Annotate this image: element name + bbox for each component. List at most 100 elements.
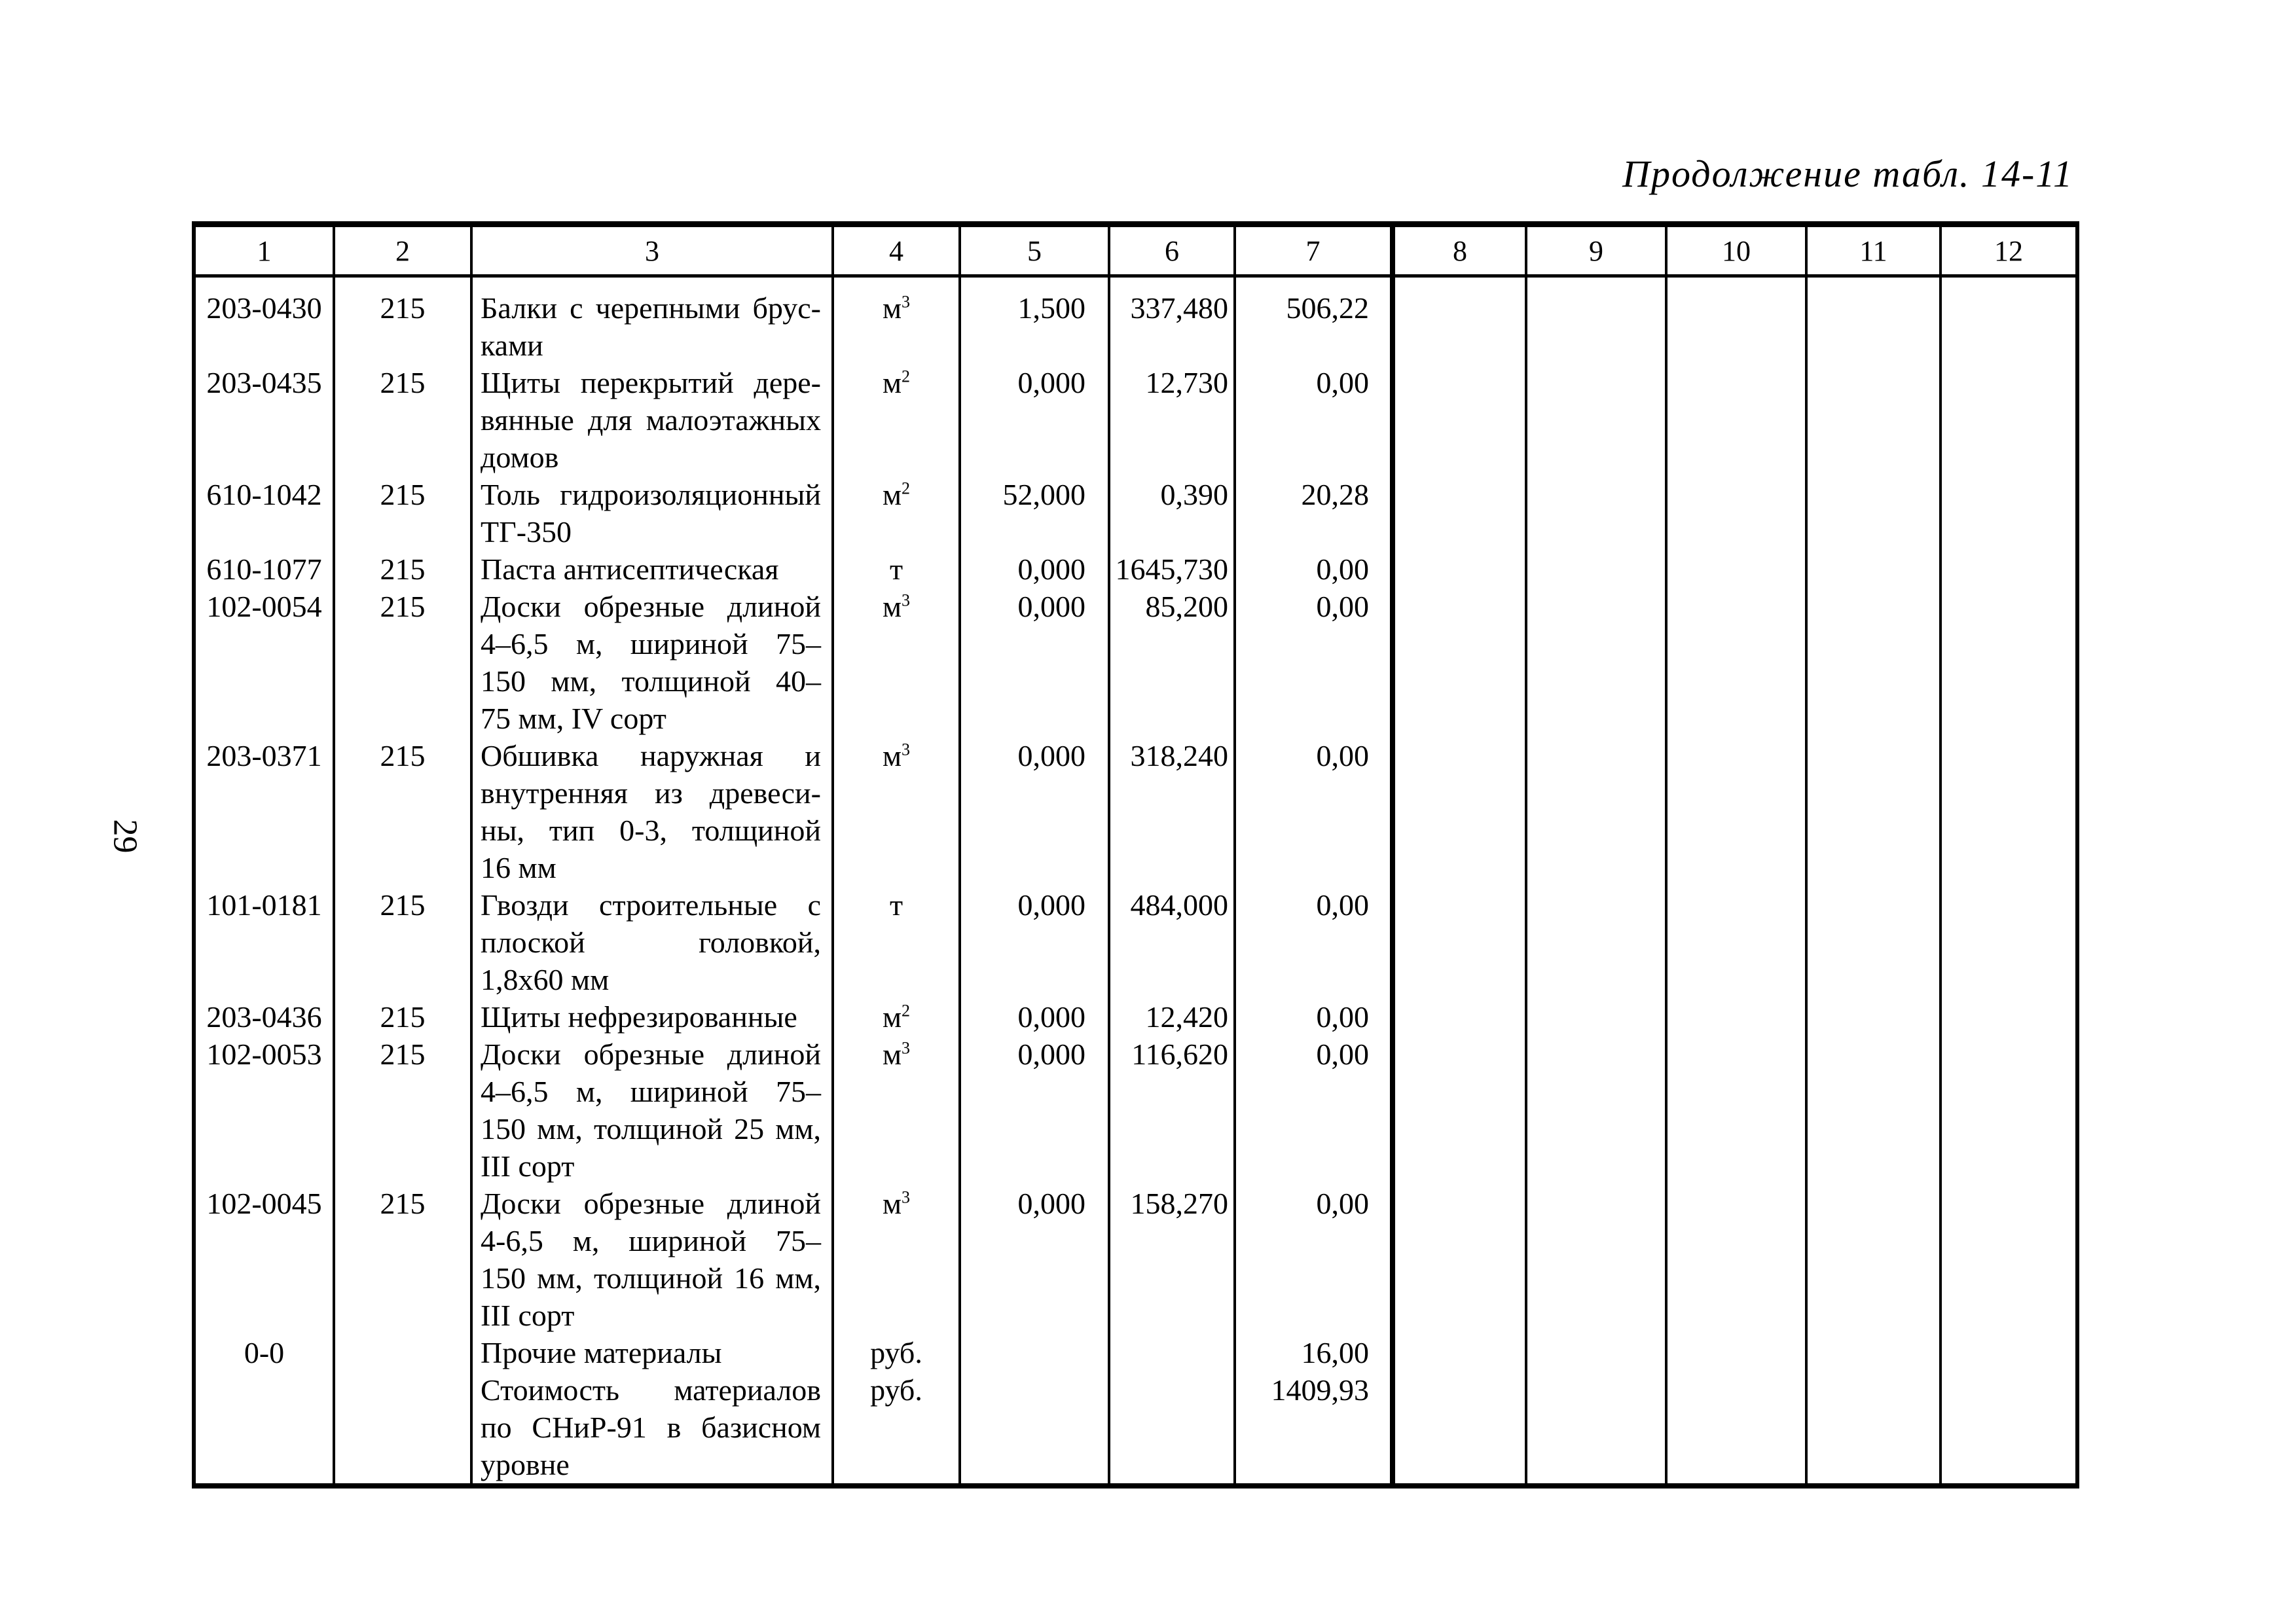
empty-cell [1390,1483,1527,1486]
column-header-4: 4 [831,224,961,278]
unit-cell: м3 [831,588,961,737]
price-cell: 12,730 [1108,364,1236,476]
empty-cell [1525,998,1667,1036]
column-header-10: 10 [1665,224,1808,278]
unit-exponent: 3 [902,740,911,759]
empty-cell [1525,588,1667,737]
material-code: 610-1042 [192,476,335,550]
name-line: Балки с черепными брус- [481,291,821,325]
empty-cell [1525,1483,1667,1486]
material-code: 0-0 [192,1334,335,1483]
material-name: Обшивка наружная и внутренняя из древеси… [470,737,834,886]
group-code [333,1334,473,1483]
empty-cell [1525,550,1667,588]
table-row: 102-0045 215 Доски обрезные длиной 4-6,5… [192,1185,2079,1334]
unit-exponent: 2 [902,1001,911,1020]
empty-cell [333,1483,473,1486]
empty-cell [1939,476,2079,550]
price-cell: 484,000 [1108,886,1236,998]
unit: т [889,552,903,586]
materials-table-wrap: 1 2 3 4 5 6 7 8 9 10 11 12 203-0430 2 [192,221,2079,1489]
total-cell: 0,00 [1233,588,1394,737]
table-row: 102-0054 215 Доски обрезные длиной 4–6,5… [192,588,2079,737]
empty-cell [1525,276,1667,364]
empty-cell [1805,737,1942,886]
empty-cell [1939,364,2079,476]
unit-cell: руб. руб. [831,1334,961,1483]
quantity-cell: 0,000 [958,998,1110,1036]
total-line: 16,00 [1301,1336,1370,1369]
empty-cell [1665,476,1808,550]
empty-cell [1665,737,1808,886]
empty-cell [1665,588,1808,737]
unit: м [882,366,902,399]
name-line: 4-6,5 м, шириной 75– [481,1224,821,1257]
empty-cell [1939,1036,2079,1185]
unit-exponent: 2 [902,478,911,498]
material-code: 203-0371 [192,737,335,886]
column-header-6: 6 [1108,224,1236,278]
unit: м [882,1000,902,1034]
material-code: 102-0045 [192,1185,335,1334]
empty-cell [1805,476,1942,550]
name-line: Щиты перекрытий дере- [481,366,821,399]
empty-cell [1665,276,1808,364]
unit: м [882,590,902,623]
price-cell: 337,480 [1108,276,1236,364]
name-line: по СНиР-91 в базисном [481,1411,821,1444]
table-row: 203-0435 215 Щиты перекрытий дере- вянны… [192,364,2079,476]
unit: м [882,291,902,325]
name-line: 150 мм, толщиной 40– [481,664,821,698]
total-line: 1409,93 [1271,1373,1370,1407]
total-cell: 0,00 [1233,886,1394,998]
empty-cell [1390,1185,1527,1334]
empty-cell [1525,737,1667,886]
empty-cell [1805,1036,1942,1185]
empty-cell [1525,886,1667,998]
material-code: 102-0054 [192,588,335,737]
empty-cell [1805,1483,1942,1486]
empty-cell [1805,276,1942,364]
unit-cell: т [831,886,961,998]
empty-cell [1939,1483,2079,1486]
material-code: 101-0181 [192,886,335,998]
unit-exponent: 3 [902,1038,911,1058]
material-name: Гвозди строительные с плоской головкой, … [470,886,834,998]
column-header-11: 11 [1805,224,1942,278]
unit-cell: м3 [831,1036,961,1185]
column-header-7: 7 [1233,224,1394,278]
empty-cell [958,1483,1110,1486]
material-name: Балки с черепными брус- ками [470,276,834,364]
name-line: вянные для малоэтажных [481,403,821,437]
column-header-2: 2 [333,224,473,278]
quantity-cell [958,1334,1110,1483]
price-cell: 0,390 [1108,476,1236,550]
price-cell: 318,240 [1108,737,1236,886]
price-cell [1108,1334,1236,1483]
empty-cell [1525,1334,1667,1483]
material-name: Щиты нефрезированные [470,998,834,1036]
quantity-cell: 52,000 [958,476,1110,550]
empty-cell [1390,588,1527,737]
group-code: 215 [333,886,473,998]
unit-line: руб. [870,1336,922,1369]
column-header-5: 5 [958,224,1110,278]
unit-exponent: 3 [902,590,911,610]
name-line: Доски обрезные длиной [481,1187,821,1220]
header-row: 1 2 3 4 5 6 7 8 9 10 11 12 [192,224,2079,278]
empty-cell [1525,1036,1667,1185]
empty-cell [1525,476,1667,550]
quantity-cell: 0,000 [958,1036,1110,1185]
empty-cell [192,1483,335,1486]
total-cell: 0,00 [1233,550,1394,588]
group-code: 215 [333,276,473,364]
empty-cell [1665,550,1808,588]
empty-cell [1665,998,1808,1036]
total-cell: 20,28 [1233,476,1394,550]
empty-cell [1805,1334,1942,1483]
total-cell: 506,22 [1233,276,1394,364]
quantity-cell: 0,000 [958,737,1110,886]
table-continuation-heading: Продолжение табл. 14-11 [1622,153,2073,195]
price-cell: 12,420 [1108,998,1236,1036]
